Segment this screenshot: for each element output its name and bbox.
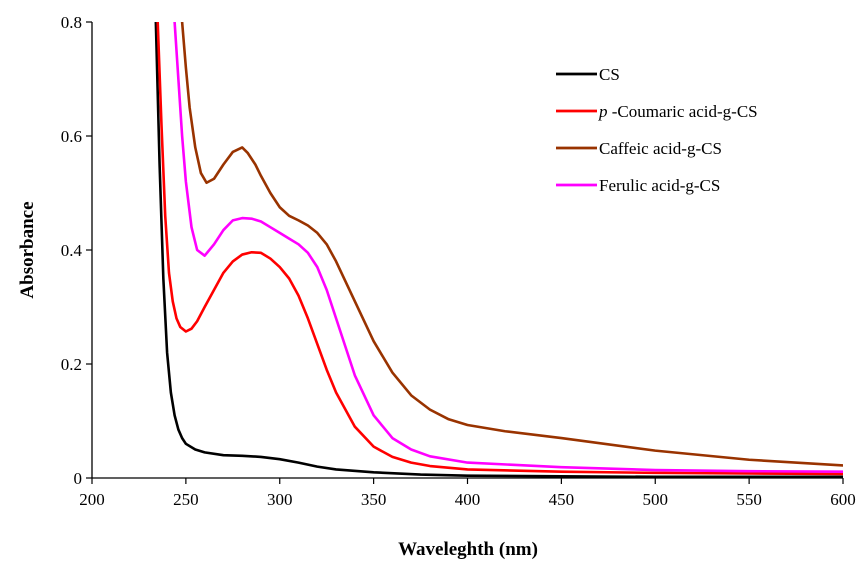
legend-label-text: Ferulic acid-g-CS bbox=[599, 176, 720, 195]
x-tick-label: 550 bbox=[736, 490, 762, 509]
legend-label-text: Caffeic acid-g-CS bbox=[599, 139, 722, 158]
x-tick-label: 350 bbox=[361, 490, 387, 509]
x-tick-label: 300 bbox=[267, 490, 293, 509]
series-layer bbox=[154, 22, 843, 478]
x-tick-label: 450 bbox=[549, 490, 575, 509]
series-line-1 bbox=[156, 22, 843, 476]
y-tick-label: 0.8 bbox=[61, 13, 82, 32]
legend-label: Ferulic acid-g-CS bbox=[599, 176, 720, 195]
x-tick-label: 500 bbox=[643, 490, 669, 509]
plot-frame bbox=[91, 22, 843, 479]
y-tick-label: 0.6 bbox=[61, 127, 82, 146]
legend-label: p -Coumaric acid-g-CS bbox=[598, 102, 758, 121]
series-line-3 bbox=[173, 22, 843, 474]
legend-label-text: -Coumaric acid-g-CS bbox=[608, 102, 758, 121]
y-tick-label: 0 bbox=[74, 469, 83, 488]
legend: CS p -Coumaric acid-g-CS Caffeic acid-g-CS… bbox=[556, 65, 758, 195]
y-tick-label: 0.2 bbox=[61, 355, 82, 374]
series-line-0 bbox=[154, 22, 843, 478]
legend-label-text: CS bbox=[599, 65, 620, 84]
x-axis: 200 250 300 350 400 450 500 550 600 bbox=[79, 478, 856, 509]
x-tick-label: 400 bbox=[455, 490, 481, 509]
y-axis-title: Absorbance bbox=[17, 201, 38, 298]
legend-label: Caffeic acid-g-CS bbox=[599, 139, 722, 158]
series-line-2 bbox=[180, 22, 843, 467]
legend-label: CS bbox=[599, 65, 620, 84]
x-tick-label: 600 bbox=[830, 490, 856, 509]
x-axis-title: Waveleghth (nm) bbox=[398, 539, 538, 560]
y-tick-label: 0.4 bbox=[61, 241, 83, 260]
y-axis: 0 0.2 0.4 0.6 0.8 bbox=[61, 13, 92, 488]
x-tick-label: 200 bbox=[79, 490, 105, 509]
x-tick-label: 250 bbox=[173, 490, 199, 509]
legend-label-italic: p bbox=[598, 102, 608, 121]
